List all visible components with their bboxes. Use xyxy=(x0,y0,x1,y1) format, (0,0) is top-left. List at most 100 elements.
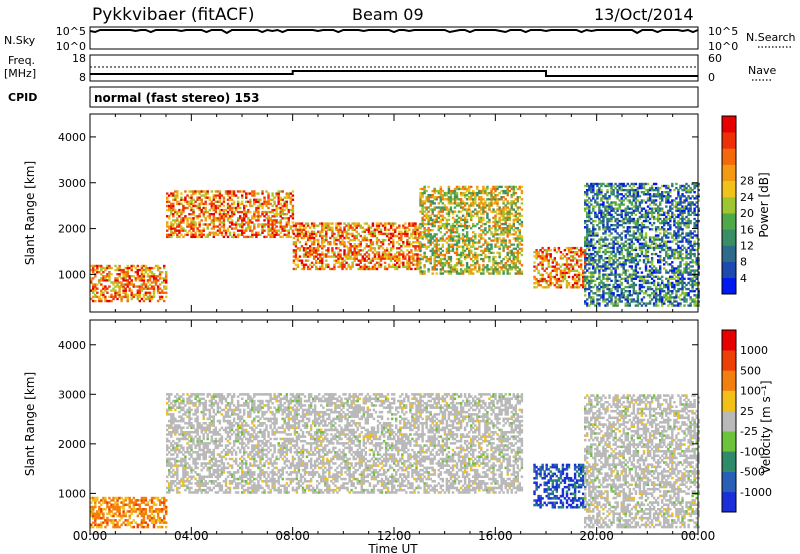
heatmap-cell xyxy=(208,231,212,234)
heatmap-cell xyxy=(122,283,125,286)
heatmap-cell xyxy=(416,232,419,236)
heatmap-cell xyxy=(490,204,493,207)
heatmap-cell xyxy=(478,220,481,224)
heatmap-cell xyxy=(598,246,601,250)
heatmap-cell xyxy=(140,264,144,268)
heatmap-cell xyxy=(437,212,441,215)
heatmap-cell xyxy=(502,264,505,267)
heatmap-cell xyxy=(498,212,501,215)
heatmap-cell xyxy=(186,219,189,222)
heatmap-cell xyxy=(472,268,475,271)
heatmap-cell xyxy=(638,275,642,278)
heatmap-cell xyxy=(387,243,391,246)
heatmap-cell xyxy=(138,275,142,278)
heatmap-cell xyxy=(102,291,105,294)
heatmap-cell xyxy=(634,226,638,229)
heatmap-cell xyxy=(343,249,346,252)
heatmap-cell xyxy=(545,271,548,275)
heatmap-cell xyxy=(245,194,248,197)
heatmap-cell xyxy=(646,257,650,260)
heatmap-cell xyxy=(667,300,670,303)
heatmap-cell xyxy=(298,230,302,233)
heatmap-cell xyxy=(600,211,603,214)
heatmap-cell xyxy=(325,259,328,262)
heatmap-cell xyxy=(414,234,417,238)
heatmap-cell xyxy=(412,222,415,225)
heatmap-cell xyxy=(134,277,138,280)
heatmap-cell xyxy=(414,226,417,229)
heatmap-cell xyxy=(657,234,660,237)
heatmap-cell xyxy=(659,259,662,262)
heatmap-cell xyxy=(402,226,405,229)
heatmap-cell xyxy=(433,255,436,259)
heatmap-cell xyxy=(447,185,451,189)
heatmap-cell xyxy=(321,228,324,231)
heatmap-cell xyxy=(267,196,270,199)
heatmap-cell xyxy=(667,240,670,243)
heatmap-cell xyxy=(610,269,613,272)
heatmap-cell xyxy=(441,216,445,220)
heatmap-cell xyxy=(144,285,148,288)
heatmap-cell xyxy=(608,217,611,221)
heatmap-cell xyxy=(232,190,236,193)
heatmap-cell xyxy=(541,263,544,266)
heatmap-cell xyxy=(610,193,613,196)
heatmap-cell xyxy=(389,255,393,258)
heatmap-cell xyxy=(104,299,107,303)
heatmap-cell xyxy=(663,259,666,262)
heatmap-cell xyxy=(596,252,599,256)
heatmap-cell xyxy=(367,255,371,258)
heatmap-cell xyxy=(435,214,438,217)
heatmap-cell xyxy=(488,220,491,224)
heatmap-cell xyxy=(624,211,627,214)
heatmap-cell xyxy=(375,243,379,246)
heatmap-cell xyxy=(504,208,507,211)
heatmap-cell xyxy=(257,200,260,203)
heatmap-cell xyxy=(586,230,589,233)
heatmap-cell xyxy=(228,208,232,212)
heatmap-cell xyxy=(640,290,644,293)
heatmap-cell xyxy=(186,223,189,226)
heatmap-cell xyxy=(202,233,205,236)
heatmap-cell xyxy=(671,271,674,274)
heatmap-cell xyxy=(383,224,387,227)
heatmap-cell xyxy=(312,243,316,246)
heatmap-cell xyxy=(349,251,352,254)
heatmap-cell xyxy=(102,277,105,280)
heatmap-cell xyxy=(455,245,459,248)
heatmap-cell xyxy=(447,266,451,269)
heatmap-cell xyxy=(329,241,332,244)
heatmap-cell xyxy=(394,234,397,238)
heatmap-cell xyxy=(174,231,177,234)
heatmap-cell xyxy=(561,263,565,266)
heatmap-cell xyxy=(610,294,613,297)
heatmap-cell xyxy=(512,194,516,197)
heatmap-cell xyxy=(620,203,623,206)
heatmap-cell xyxy=(488,204,491,207)
heatmap-cell xyxy=(408,255,411,258)
heatmap-cell xyxy=(156,264,160,268)
heatmap-cell xyxy=(579,253,583,256)
heatmap-cell xyxy=(602,211,605,214)
heatmap-cell xyxy=(333,238,336,242)
heatmap-cell xyxy=(575,279,579,283)
heatmap-cell xyxy=(468,212,471,215)
heatmap-cell xyxy=(559,269,563,272)
heatmap-cell xyxy=(255,192,258,195)
heatmap-cell xyxy=(188,229,191,232)
heatmap-cell xyxy=(644,304,648,307)
heatmap-cell xyxy=(663,228,666,231)
heatmap-cell xyxy=(323,224,326,227)
heatmap-cell xyxy=(461,233,465,236)
heatmap-cell xyxy=(518,243,522,246)
heatmap-cell xyxy=(437,220,441,224)
heatmap-cell xyxy=(634,248,638,252)
heatmap-cell xyxy=(431,210,434,213)
heatmap-cell xyxy=(439,247,443,250)
heatmap-cell xyxy=(640,236,644,239)
heatmap-cell xyxy=(671,290,674,293)
heatmap-cell xyxy=(592,263,595,266)
heatmap-cell xyxy=(644,269,648,272)
heatmap-cell xyxy=(606,205,609,208)
heatmap-cell xyxy=(443,194,447,197)
